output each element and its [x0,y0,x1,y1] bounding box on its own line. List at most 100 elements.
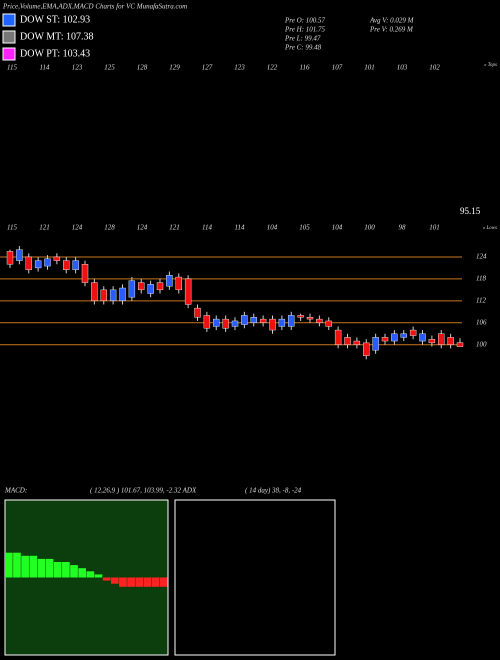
candle-body [259,318,267,323]
histogram-bar [53,562,62,578]
histogram-bar [78,568,86,578]
top-label: 129 [169,64,180,72]
stat: Pre C: 99.48 [284,44,322,52]
histogram-bar [159,577,168,587]
top-label: 127 [202,64,213,72]
candle-body [6,251,14,265]
candle-body [269,318,276,331]
bottom-label: 104 [332,224,343,232]
candle-body [156,282,164,291]
candle-body [194,307,201,318]
bottom-label: 121 [39,224,50,232]
histogram-bar [127,577,135,587]
bottom-label: 105 [299,224,310,232]
candle-body [44,258,51,267]
top-label: 125 [104,64,115,72]
stat: Avg V: 0.029 M [369,17,415,25]
stat: Pre L: 99.47 [284,35,321,43]
histogram-bar [143,577,152,587]
candle-body [222,318,229,329]
bottom-label: 124 [137,224,148,232]
candle-body [128,280,136,298]
candle-body [175,276,182,291]
legend-label: DOW ST: 102.93 [20,14,90,25]
legend-swatch [2,47,16,61]
histogram-bar [119,577,127,587]
bottom-label: 128 [104,224,115,232]
candle-body [456,342,464,347]
candle-body [325,320,332,327]
histogram-bar [13,552,21,578]
top-label: 101 [364,64,375,72]
legend-label: DOW MT: 107.38 [20,31,93,42]
candle-body [63,260,70,270]
histogram-bar [62,562,70,578]
bottom-label: 98 [399,224,407,232]
last-label: 95.15 [460,206,481,216]
histogram-bar [102,577,111,581]
candle-body [34,260,42,269]
top-label: 107 [332,64,343,72]
bottom-label: 114 [235,224,245,232]
candle-body [344,337,351,345]
candle-body [306,317,314,320]
histogram-bar [21,555,29,578]
candle-body [213,318,220,327]
candle-body [241,315,248,325]
y-tick-label: 124 [476,253,487,261]
macd-title: MACD: [4,487,27,495]
candle-body [109,289,117,302]
candle-body [100,289,107,302]
candle-body [25,256,32,270]
candle-body [288,315,295,327]
candle-body [138,282,145,291]
top-label: 115 [7,64,17,72]
top-caption: « Tops [484,63,497,68]
top-label: 116 [300,64,310,72]
candle-body [119,287,126,302]
bottom-caption: « Lows [483,226,497,231]
bottom-label: 114 [202,224,212,232]
candle-body [72,260,79,270]
top-label: 128 [137,64,148,72]
bottom-label: 101 [429,224,440,232]
top-label: 102 [429,64,440,72]
histogram-bar [86,571,95,578]
macd-subtitle: ( 12,26,9 ) 101.67, 103.99, -2.32 ADX [90,487,197,495]
y-tick-label: 106 [476,318,487,326]
candle-body [231,320,239,327]
y-tick-label: 100 [476,340,487,348]
candle-body [419,333,426,342]
candle-body [400,333,407,338]
stat: Pre O: 100.57 [284,17,325,25]
candle-body [166,275,173,287]
histogram-bar [70,565,78,578]
histogram-bar [110,577,119,584]
chart-title: Price,Volume,EMA,ADX,MACD Charts for VC … [2,3,187,11]
candle-body [278,318,286,327]
bottom-label: 115 [7,224,17,232]
stat: Pre H: 101.75 [284,26,325,34]
candle-body [16,249,23,261]
bottom-label: 104 [267,224,278,232]
bottom-label: 100 [364,224,375,232]
top-label: 123 [72,64,83,72]
panel [174,499,336,656]
candle-body [353,340,361,345]
top-label: 114 [40,64,50,72]
top-label: 103 [397,64,408,72]
candle-body [381,337,389,342]
bottom-label: 124 [72,224,83,232]
candle-body [316,318,323,323]
candle-body [428,339,436,344]
bottom-label: 121 [169,224,180,232]
candle-body [203,315,211,329]
histogram-bar [29,555,38,578]
candle-body [372,337,379,351]
candle-body [184,278,192,305]
candle-body [297,315,304,318]
candle-body [447,337,454,345]
top-label: 123 [234,64,245,72]
histogram-bar [94,574,103,578]
